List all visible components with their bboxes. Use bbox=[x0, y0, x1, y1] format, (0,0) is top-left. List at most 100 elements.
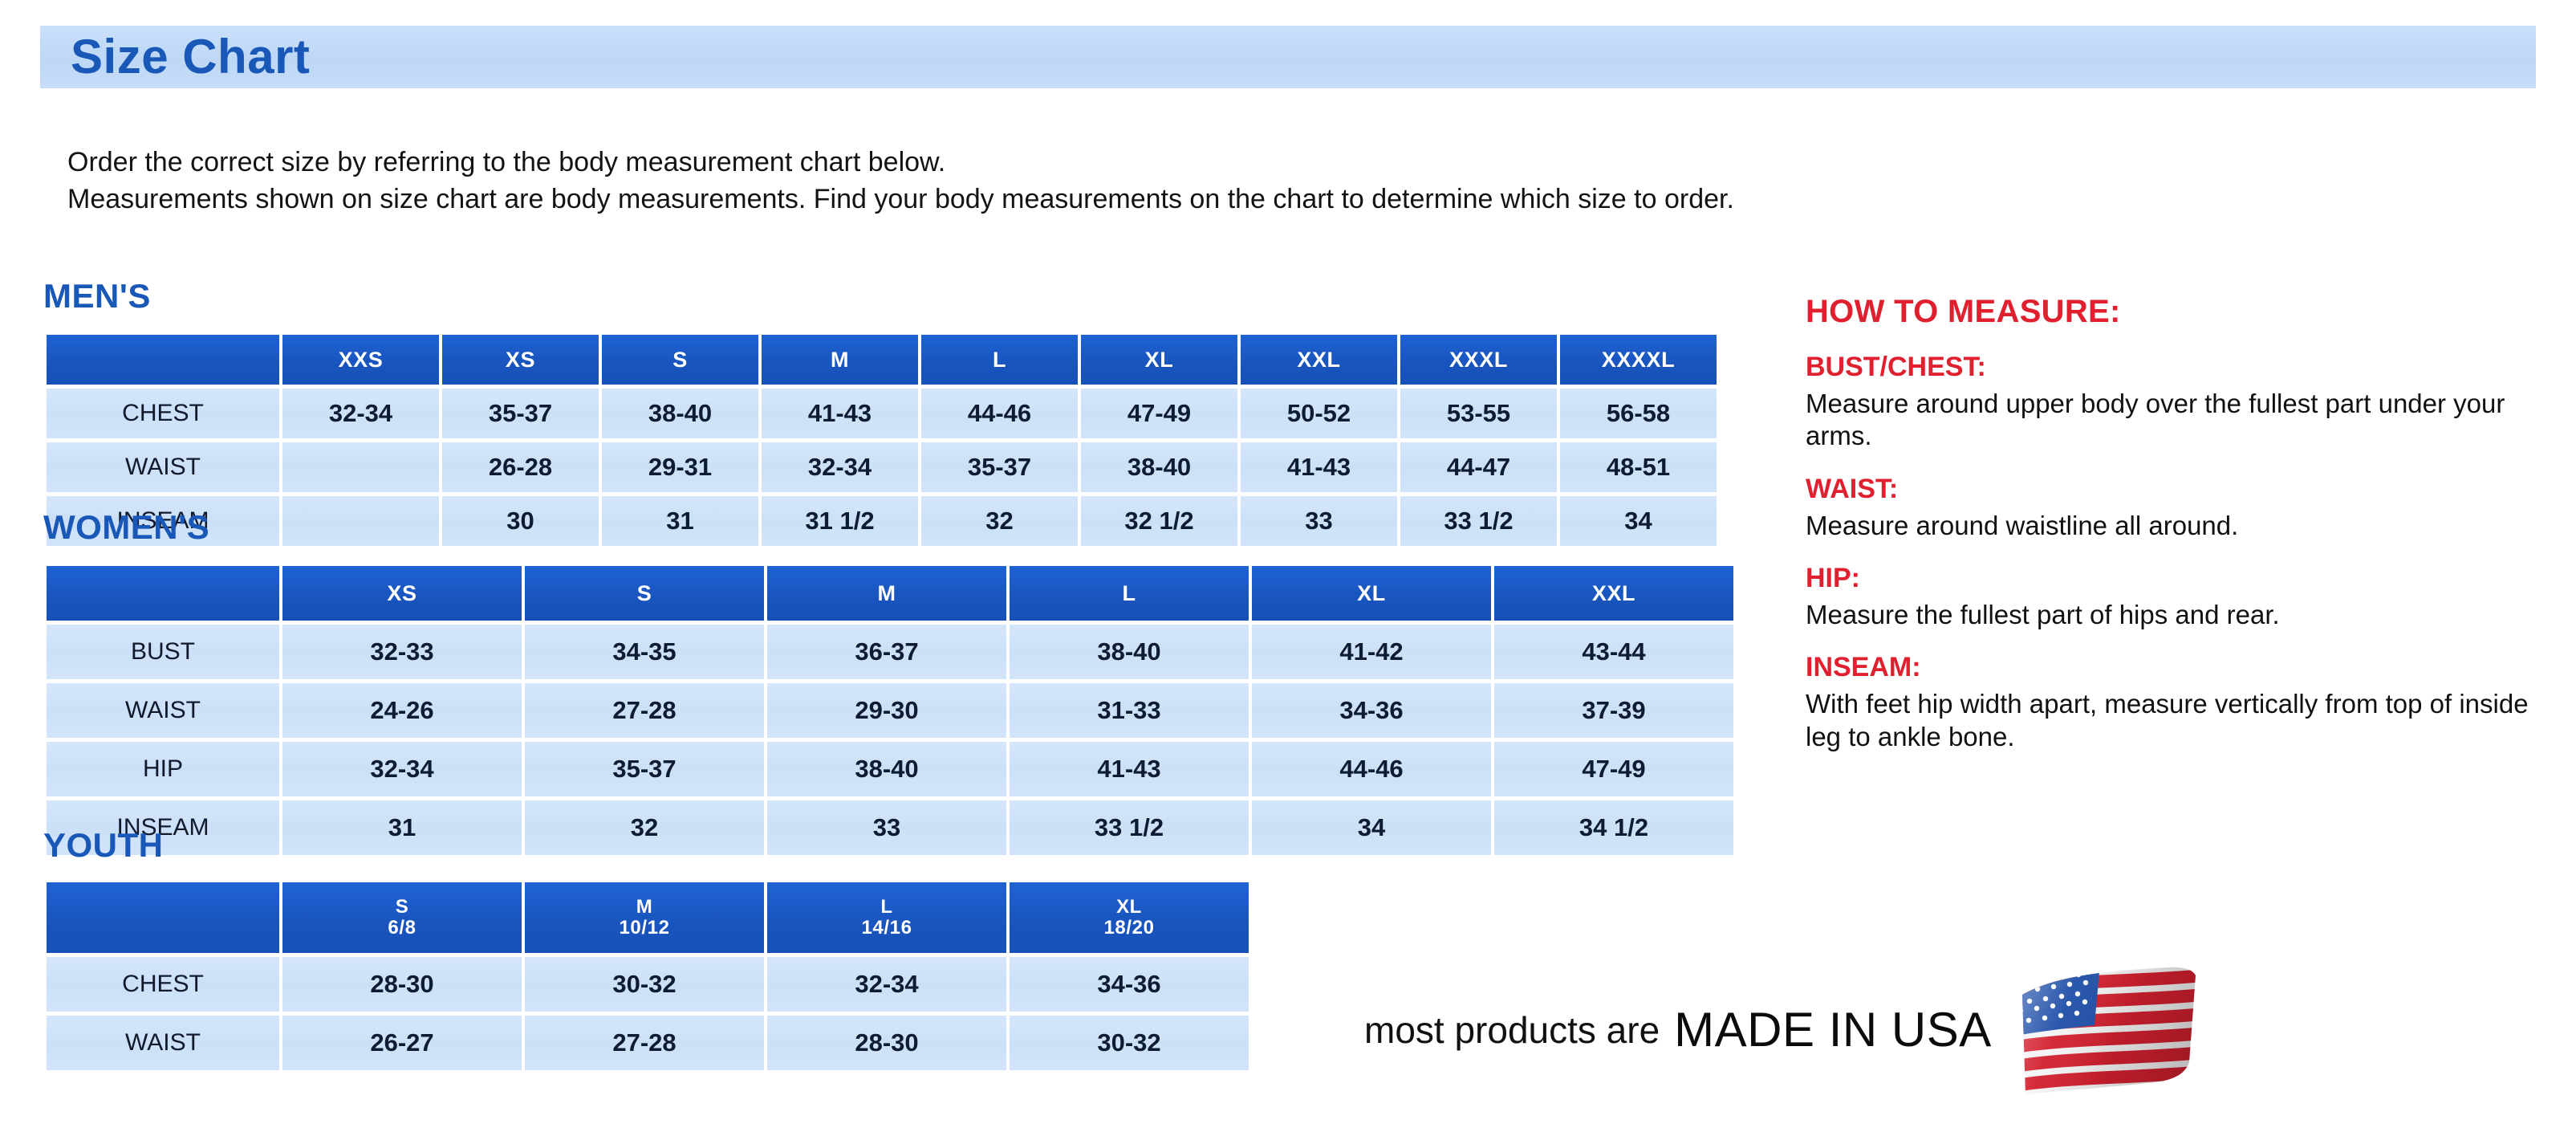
measurement-cell: 33 bbox=[767, 800, 1006, 855]
womens-size-table: XS S M L XL XXL BUST 32-33 34-35 36-37 3… bbox=[43, 562, 1737, 859]
measurement-cell: 32 bbox=[525, 800, 764, 855]
youth-size-table: S 6/8 M 10/12 L 14/16 XL 18/20 CHES bbox=[43, 878, 1252, 1074]
measurement-cell: 38-40 bbox=[1010, 625, 1249, 679]
measurement-cell: 34 1/2 bbox=[1494, 800, 1733, 855]
row-label: CHEST bbox=[47, 389, 279, 438]
measurement-cell: 32-34 bbox=[282, 389, 439, 438]
measurement-cell: 38-40 bbox=[602, 389, 758, 438]
measurement-cell: 41-43 bbox=[1010, 742, 1249, 796]
measurement-cell: 32-34 bbox=[282, 742, 522, 796]
measure-desc-inseam: With feet hip width apart, measure verti… bbox=[1806, 689, 2529, 751]
section-title-womens: WOMEN'S bbox=[43, 508, 210, 546]
column-header-size: XL bbox=[1081, 335, 1237, 385]
measurement-cell: 26-28 bbox=[442, 442, 599, 492]
measurement-cell: 32-34 bbox=[762, 442, 918, 492]
measurement-cell: 33 bbox=[1241, 496, 1397, 546]
table-row: CHEST 28-30 30-32 32-34 34-36 bbox=[47, 957, 1249, 1012]
table-row: BUST 32-33 34-35 36-37 38-40 41-42 43-44 bbox=[47, 625, 1733, 679]
column-header-size: XXXXL bbox=[1560, 335, 1717, 385]
size-age-range: 14/16 bbox=[861, 917, 912, 939]
how-to-measure-title: HOW TO MEASURE: bbox=[1806, 294, 2121, 329]
measurement-cell: 28-30 bbox=[282, 957, 522, 1012]
measurement-cell: 28-30 bbox=[767, 1016, 1006, 1070]
size-name: XL bbox=[1116, 895, 1142, 918]
measure-term-waist: WAIST: bbox=[1806, 473, 1899, 504]
row-label: HIP bbox=[47, 742, 279, 796]
section-title-mens: MEN'S bbox=[43, 277, 151, 315]
table-header-row: XS S M L XL XXL bbox=[47, 566, 1733, 621]
measure-term-bust-chest: BUST/CHEST: bbox=[1806, 352, 1986, 382]
measurement-cell: 31 bbox=[602, 496, 758, 546]
column-header-size: S bbox=[602, 335, 758, 385]
made-in-usa-block: most products are MADE IN USA bbox=[1364, 959, 2204, 1100]
table-row: HIP 32-34 35-37 38-40 41-43 44-46 47-49 bbox=[47, 742, 1733, 796]
measurement-cell: 32-33 bbox=[282, 625, 522, 679]
table-row: WAIST 26-28 29-31 32-34 35-37 38-40 41-4… bbox=[47, 442, 1717, 492]
measurement-cell: 34-36 bbox=[1252, 683, 1491, 738]
measurement-cell: 31 bbox=[282, 800, 522, 855]
measurement-cell: 43-44 bbox=[1494, 625, 1733, 679]
measure-desc-hip: Measure the fullest part of hips and rea… bbox=[1806, 600, 2280, 630]
intro-paragraph: Order the correct size by referring to t… bbox=[67, 145, 2523, 218]
measurement-cell: 26-27 bbox=[282, 1016, 522, 1070]
measurement-cell: 32 1/2 bbox=[1081, 496, 1237, 546]
size-name: S bbox=[395, 895, 409, 918]
measurement-cell: 32 bbox=[921, 496, 1078, 546]
row-label: BUST bbox=[47, 625, 279, 679]
row-label: WAIST bbox=[47, 683, 279, 738]
corner-cell bbox=[47, 882, 279, 953]
column-header-size: L 14/16 bbox=[767, 882, 1006, 953]
mens-size-table: XXS XS S M L XL XXL XXXL XXXXL CHEST 32-… bbox=[43, 331, 1720, 550]
page-header-banner: Size Chart bbox=[40, 26, 2536, 88]
measurement-cell: 31-33 bbox=[1010, 683, 1249, 738]
measurement-cell: 33 1/2 bbox=[1400, 496, 1557, 546]
size-age-range: 6/8 bbox=[388, 917, 416, 939]
measurement-cell: 30-32 bbox=[525, 957, 764, 1012]
column-header-size: XL bbox=[1252, 566, 1491, 621]
measurement-cell: 47-49 bbox=[1081, 389, 1237, 438]
measurement-cell: 33 1/2 bbox=[1010, 800, 1249, 855]
size-age-range: 18/20 bbox=[1103, 917, 1155, 939]
measurement-cell: 34 bbox=[1252, 800, 1491, 855]
measurement-cell: 27-28 bbox=[525, 1016, 764, 1070]
measurement-cell: 53-55 bbox=[1400, 389, 1557, 438]
measurement-cell: 41-43 bbox=[762, 389, 918, 438]
column-header-size: M bbox=[767, 566, 1006, 621]
measurement-cell: 38-40 bbox=[767, 742, 1006, 796]
column-header-size: L bbox=[1010, 566, 1249, 621]
corner-cell bbox=[47, 335, 279, 385]
measurement-cell: 31 1/2 bbox=[762, 496, 918, 546]
measurement-cell: 44-47 bbox=[1400, 442, 1557, 492]
measurement-cell: 29-30 bbox=[767, 683, 1006, 738]
column-header-size: M 10/12 bbox=[525, 882, 764, 953]
column-header-size: XXXL bbox=[1400, 335, 1557, 385]
measure-term-hip: HIP: bbox=[1806, 562, 1860, 593]
usa-flag-icon bbox=[2011, 959, 2204, 1100]
section-title-youth: YOUTH bbox=[43, 826, 164, 864]
measurement-cell: 50-52 bbox=[1241, 389, 1397, 438]
measurement-cell: 41-43 bbox=[1241, 442, 1397, 492]
measurement-cell: 34 bbox=[1560, 496, 1717, 546]
measurement-cell: 47-49 bbox=[1494, 742, 1733, 796]
measurement-cell: 35-37 bbox=[921, 442, 1078, 492]
measurement-cell: 30-32 bbox=[1010, 1016, 1249, 1070]
column-header-size: XXS bbox=[282, 335, 439, 385]
measurement-cell: 32-34 bbox=[767, 957, 1006, 1012]
measurement-cell: 44-46 bbox=[921, 389, 1078, 438]
measurement-cell: 35-37 bbox=[442, 389, 599, 438]
measurement-cell: 24-26 bbox=[282, 683, 522, 738]
table-row: WAIST 26-27 27-28 28-30 30-32 bbox=[47, 1016, 1249, 1070]
intro-line-2: Measurements shown on size chart are bod… bbox=[67, 183, 1734, 214]
corner-cell bbox=[47, 566, 279, 621]
row-label: INSEAM bbox=[47, 496, 279, 546]
column-header-size: S bbox=[525, 566, 764, 621]
measurement-cell: 35-37 bbox=[525, 742, 764, 796]
measurement-cell: 37-39 bbox=[1494, 683, 1733, 738]
row-label: WAIST bbox=[47, 1016, 279, 1070]
table-row: INSEAM 31 32 33 33 1/2 34 34 1/2 bbox=[47, 800, 1733, 855]
page-title: Size Chart bbox=[71, 30, 311, 83]
how-to-measure-panel: HOW TO MEASURE: BUST/CHEST: Measure arou… bbox=[1806, 295, 2552, 753]
column-header-size: L bbox=[921, 335, 1078, 385]
table-row: WAIST 24-26 27-28 29-30 31-33 34-36 37-3… bbox=[47, 683, 1733, 738]
measurement-cell: 38-40 bbox=[1081, 442, 1237, 492]
